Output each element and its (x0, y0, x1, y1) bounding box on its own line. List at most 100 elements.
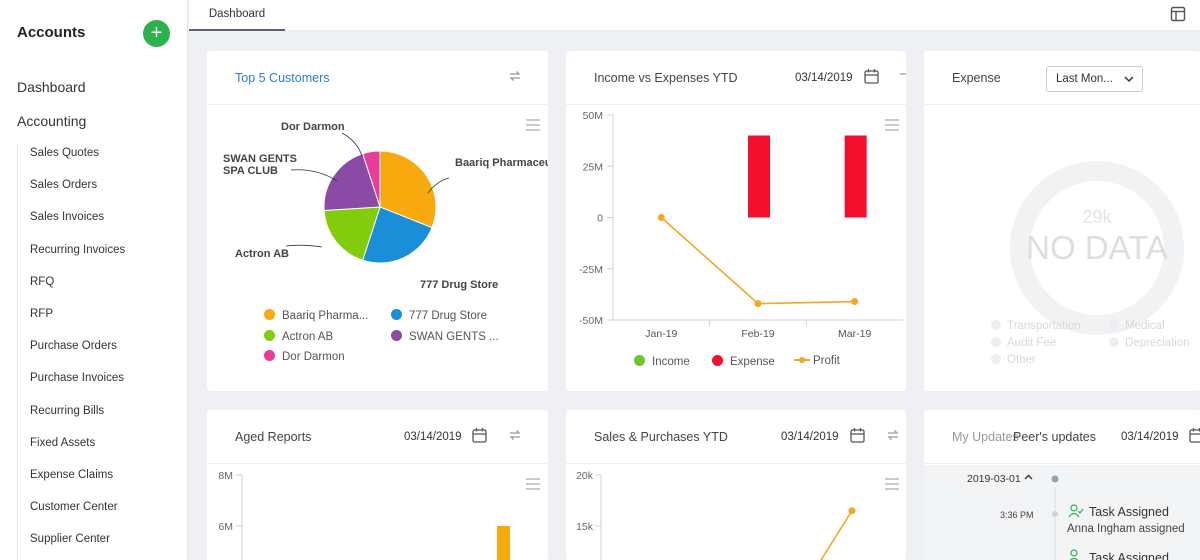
sidebar-item-fixed-assets[interactable]: Fixed Assets (30, 436, 96, 449)
add-button[interactable]: + (143, 20, 170, 47)
card-header: Sales & Purchases YTD 03/14/2019 (566, 410, 906, 464)
legend-item[interactable]: SWAN GENTS ... (391, 330, 499, 343)
sales-purchases-card: Sales & Purchases YTD 03/14/2019 20k 15k (566, 410, 906, 560)
legend-item[interactable]: Actron AB (264, 330, 333, 343)
pie-slice (323, 206, 381, 261)
x-tick-label: Mar-19 (838, 328, 871, 340)
pie-label-baariq: Baariq Pharmaceutic... (455, 157, 548, 169)
tab-dashboard[interactable]: Dashboard (189, 0, 285, 31)
legend-item[interactable]: 777 Drug Store (391, 309, 487, 322)
sidebar-item-purchase-orders[interactable]: Purchase Orders (30, 340, 117, 353)
card-header: Aged Reports 03/14/2019 (207, 410, 548, 464)
sidebar-item-rfp[interactable]: RFP (30, 307, 53, 320)
legend-item-expense[interactable]: Expense (712, 355, 775, 368)
pie-chart: Baariq Pharmaceutic... 777 Drug Store Ac… (223, 121, 548, 291)
sidebar-item-recurring-invoices[interactable]: Recurring Invoices (30, 243, 126, 256)
user-check-icon (1068, 504, 1084, 518)
expense-bar (844, 135, 867, 218)
user-check-icon (1069, 549, 1079, 560)
sidebar-item-recurring-bills[interactable]: Recurring Bills (30, 404, 105, 417)
sidebar-item-supplier-center[interactable]: Supplier Center (30, 533, 110, 546)
legend-item: Other (991, 354, 1036, 366)
calendar-icon[interactable] (850, 427, 865, 443)
legend-label: Baariq Pharma... (282, 310, 369, 322)
legend-swatch (712, 355, 723, 366)
card-title-income-expenses: Income vs Expenses YTD (594, 71, 738, 85)
legend-swatch (1109, 320, 1119, 330)
period-select[interactable]: Last Mon... (1046, 66, 1143, 92)
pie-label-spa: SPA CLUB (223, 165, 278, 177)
menu-icon[interactable] (885, 478, 899, 493)
card-header: Top 5 Customers (207, 51, 548, 105)
legend-item-profit[interactable]: Profit (794, 355, 840, 367)
legend-item-income[interactable]: Income (634, 355, 690, 368)
income-expenses-chart: 50M 25M 0 -25M -50M Jan-19 Feb-19 Mar-19 (579, 110, 903, 340)
y-tick-label: 25M (583, 161, 603, 173)
refresh-icon[interactable] (899, 68, 906, 84)
sidebar-item-rfq[interactable]: RFQ (30, 275, 55, 288)
legend-swatch (634, 355, 645, 366)
sales-point (848, 507, 856, 515)
sidebar-item-dashboard[interactable]: Dashboard (17, 79, 86, 95)
menu-icon[interactable] (885, 119, 899, 134)
legend-label: Profit (813, 355, 840, 367)
legend-swatch (391, 309, 402, 320)
tab-peers-updates[interactable]: Peer's updates (1013, 430, 1096, 444)
legend-swatch (991, 320, 1001, 330)
no-data-label: NO DATA (1026, 229, 1168, 266)
legend-item[interactable]: Baariq Pharma... (264, 309, 368, 322)
sidebar-item-customer-center[interactable]: Customer Center (30, 501, 118, 514)
select-value: Last Mon... (1056, 73, 1113, 85)
profit-point (754, 300, 762, 308)
y-tick-label: 8M (218, 470, 233, 482)
refresh-icon[interactable] (885, 427, 901, 443)
pie-label-actron: Actron AB (235, 248, 289, 260)
profit-point (657, 214, 665, 221)
sidebar-item-accounting[interactable]: Accounting (17, 113, 87, 129)
sidebar-item-sales-quotes[interactable]: Sales Quotes (30, 147, 100, 159)
menu-icon[interactable] (526, 478, 540, 493)
menu-icon[interactable] (526, 119, 540, 134)
entry-text: Anna Ingham assigned (1067, 523, 1185, 535)
tab-my-updates[interactable]: My Updates (952, 430, 1019, 444)
date-value[interactable]: 03/14/2019 (781, 431, 839, 443)
x-tick-label: Jan-19 (645, 328, 677, 340)
date-value[interactable]: 03/14/2019 (795, 72, 853, 84)
refresh-icon[interactable] (507, 68, 523, 84)
legend-label: Actron AB (282, 331, 334, 343)
leader-line (427, 177, 450, 194)
date-value[interactable]: 03/14/2019 (404, 431, 462, 443)
card-title-top-customers[interactable]: Top 5 Customers (235, 71, 330, 85)
legend-item: Transportation (991, 320, 1081, 332)
card-title-expense: Expense (952, 71, 1001, 85)
calendar-icon[interactable] (864, 68, 879, 84)
leader-line (341, 132, 363, 157)
legend-label: 777 Drug Store (409, 310, 487, 322)
legend-label: Income (652, 356, 690, 368)
y-tick-label: -25M (579, 264, 603, 276)
legend-swatch (264, 330, 275, 341)
entry-title: Task Assigned (1089, 505, 1169, 519)
sidebar-item-expense-claims[interactable]: Expense Claims (30, 468, 114, 481)
date-value[interactable]: 03/14/2019 (1121, 431, 1179, 443)
calendar-icon[interactable] (472, 427, 487, 443)
legend-item: Depreciation (1109, 337, 1190, 349)
calendar-icon[interactable] (1189, 427, 1200, 443)
sidebar-item-purchase-invoices[interactable]: Purchase Invoices (30, 372, 124, 385)
sidebar-item-sales-orders[interactable]: Sales Orders (30, 179, 98, 192)
card-title-sales-purchases: Sales & Purchases YTD (594, 430, 728, 444)
sales-purchases-chart: 20k 15k (576, 470, 856, 560)
chevron-up-icon[interactable] (1024, 474, 1033, 480)
leader-line (285, 244, 323, 248)
sidebar-item-sales-invoices[interactable]: Sales Invoices (30, 211, 105, 224)
legend-item: Medical (1109, 320, 1165, 332)
card-title-aged-reports: Aged Reports (235, 430, 312, 444)
legend-label: Other (1007, 354, 1036, 366)
aged-reports-chart: 8M 6M (218, 470, 510, 560)
refresh-icon[interactable] (507, 427, 523, 443)
y-tick-label: 0 (597, 213, 603, 225)
legend-item[interactable]: Dor Darmon (264, 350, 345, 363)
pie-slice (362, 150, 381, 208)
sidebar-title: Accounts (17, 24, 86, 41)
layout-icon[interactable] (1170, 6, 1186, 22)
